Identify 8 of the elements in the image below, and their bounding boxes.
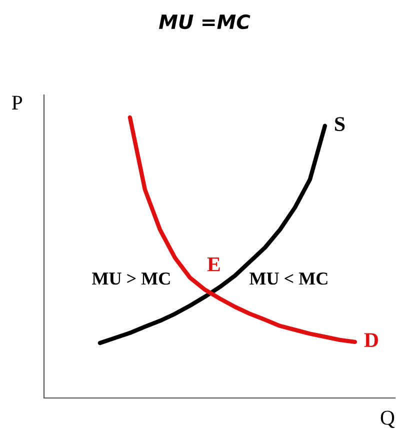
annotation: MU > MC [92,272,170,285]
x-axis-title: Q [380,410,395,428]
y-axis-title: P [12,96,22,110]
annotation: MU < MC [250,272,328,285]
annotation: E [207,258,220,272]
series-label: D [364,333,378,347]
chart-title: MU =MC [158,14,250,30]
series-label: S [335,117,345,132]
